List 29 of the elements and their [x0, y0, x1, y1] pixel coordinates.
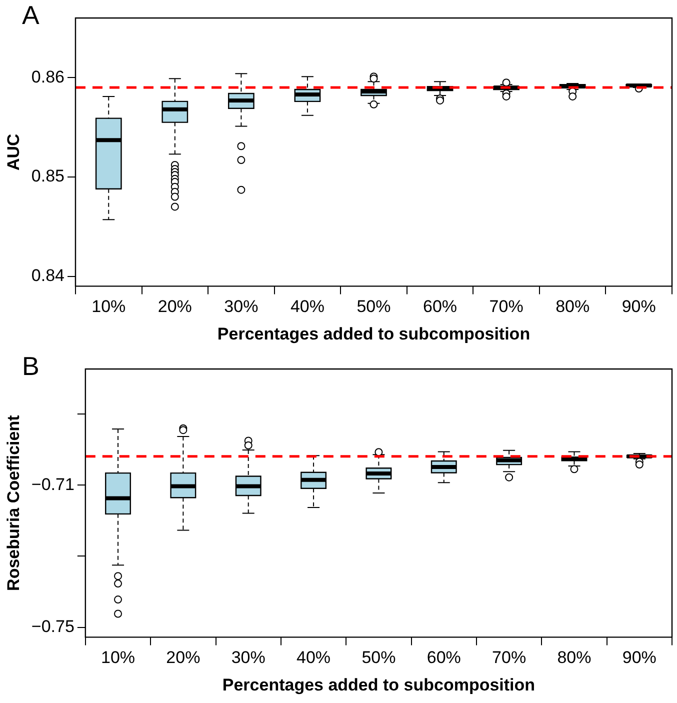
y-tick-label: −0.71 — [31, 474, 74, 494]
x-tick-label: 40% — [290, 297, 324, 316]
y-tick-label: 0.84 — [31, 266, 64, 285]
x-tick-label: 30% — [231, 648, 266, 668]
x-tick-label: 50% — [362, 648, 396, 668]
y-axis-title: AUC — [4, 134, 23, 171]
text: A — [22, 0, 40, 30]
x-tick-label: 50% — [356, 297, 391, 316]
x-tick-label: 80% — [556, 297, 590, 316]
x-axis-title: Percentages added to subcomposition — [222, 675, 536, 694]
x-tick-label: 80% — [557, 648, 592, 668]
x-tick-label: 90% — [622, 297, 656, 316]
x-tick-label: 30% — [224, 297, 258, 316]
x-tick-label: 70% — [489, 297, 524, 316]
x-tick-label: 60% — [423, 297, 458, 316]
x-tick-label: 60% — [426, 648, 461, 668]
x-tick-label: 20% — [158, 297, 192, 316]
y-tick-label: −0.75 — [31, 616, 74, 636]
x-tick-label: 70% — [492, 648, 526, 668]
x-axis-title: Percentages added to subcomposition — [217, 324, 530, 344]
y-tick-label: 0.86 — [31, 67, 64, 86]
x-tick-label: 10% — [92, 297, 126, 316]
x-tick-label: 90% — [622, 648, 656, 668]
x-tick-label: 20% — [166, 648, 200, 668]
x-tick-label: 10% — [100, 648, 136, 668]
y-tick-label: 0.85 — [31, 166, 64, 186]
text: B — [22, 351, 40, 382]
x-tick-label: 40% — [296, 648, 331, 668]
y-axis-title: Roseburia Coefficient — [4, 414, 23, 591]
